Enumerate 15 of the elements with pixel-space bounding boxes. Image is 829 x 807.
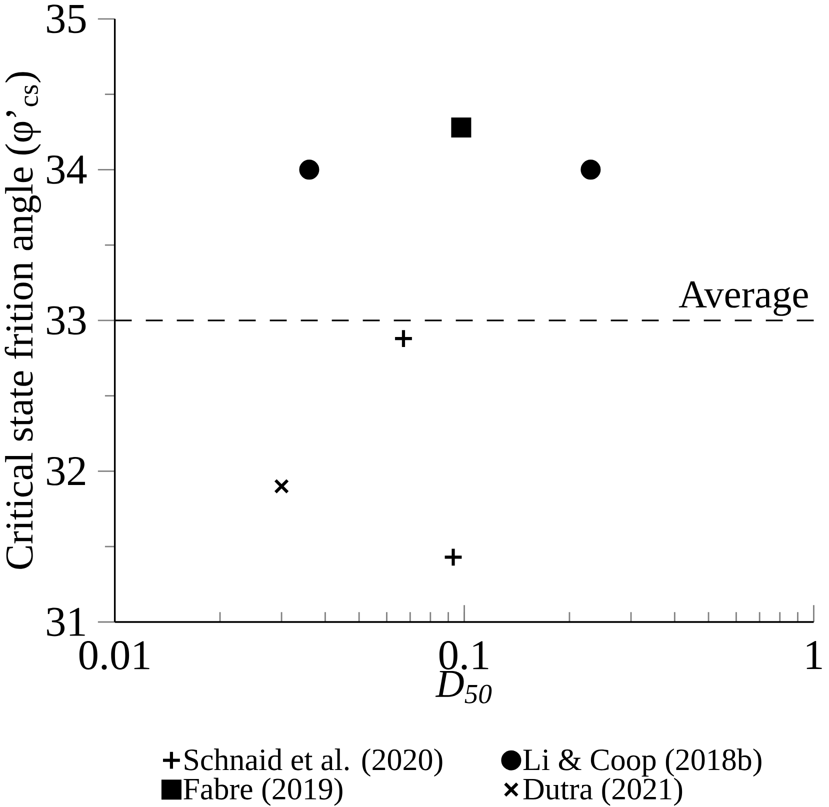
x-tick-label: 0.01 [79,641,150,670]
legend-label: Li & Coop (2018b) [523,748,762,777]
legend-label: Dutra (2021) [523,778,682,806]
legend-label: Schnaid et al. (2020) [184,748,442,777]
y-tick-label: 34 [47,155,87,184]
y-tick-label: 32 [47,456,85,486]
y-tick-label: 33 [47,306,86,335]
ref-line-label: Average [678,281,808,316]
y-tick-label: 31 [47,608,85,636]
y-tick-label: 35 [47,4,86,34]
x-tick-label: 1 [806,641,822,669]
x-axis-title: D$_{50}$ [435,670,492,704]
y-axis-title: Critical state frition angle (φ’$_{cs}$) [4,72,41,569]
legend-label: Fabre (2019) [184,778,342,806]
x-tick-label: 0.1 [439,641,488,670]
